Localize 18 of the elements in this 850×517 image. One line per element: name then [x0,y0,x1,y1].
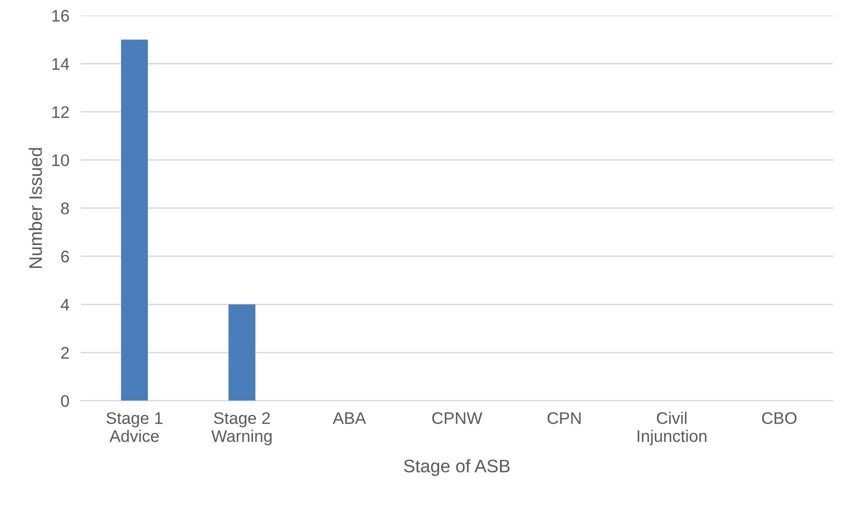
x-tick-label: CPN [548,412,581,424]
y-tick-label: 14 [52,58,70,70]
x-tick-label: CPNW [432,412,482,424]
y-tick-label: 16 [52,10,69,22]
x-axis-title: Stage of ASB [404,459,510,476]
x-tick-label: CBO [762,412,797,424]
x-tick-label: Stage 2 Warning [211,412,272,446]
y-tick-label: 0 [61,395,69,407]
x-tick-label: ABA [332,412,366,424]
y-tick-label: 4 [60,298,70,310]
y-tick-label: 12 [52,106,69,118]
y-tick-label: 10 [52,154,69,166]
x-tick-label: Stage 1 Advice [106,412,162,442]
y-tick-label: 6 [61,250,69,262]
y-tick-label: 2 [61,346,69,359]
y-axis-title: Number Issued [28,148,42,268]
y-tick-label: 8 [61,202,69,214]
x-tick-label: Civil Injunction [638,412,706,446]
